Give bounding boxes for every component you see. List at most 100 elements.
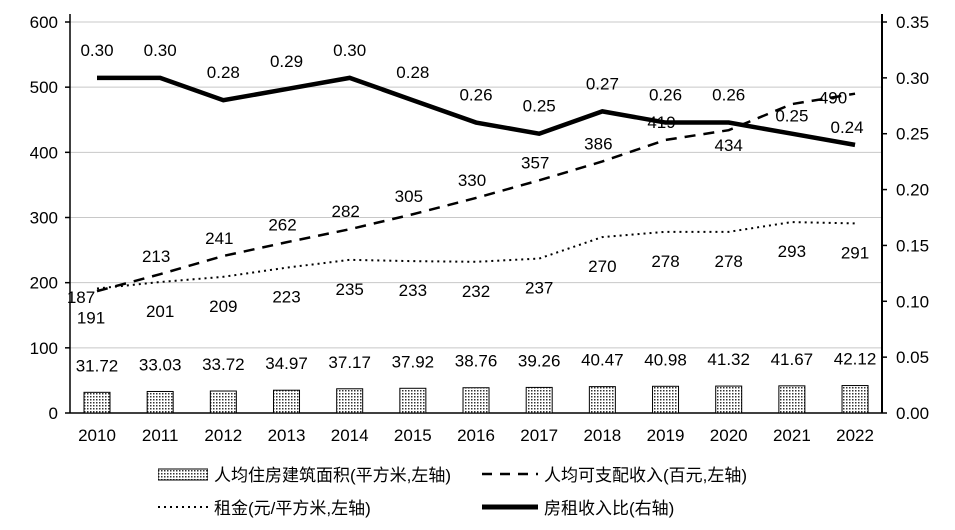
x-axis-tick-label: 2017	[520, 426, 558, 445]
ratio-label: 0.24	[830, 118, 863, 137]
left-axis-tick-label: 400	[30, 143, 58, 162]
bar-label: 37.17	[328, 353, 371, 372]
bar-area	[83, 391, 111, 414]
x-axis-tick-label: 2012	[204, 426, 242, 445]
right-axis-tick-label: 0.30	[896, 69, 929, 88]
bar-label: 39.26	[518, 351, 561, 370]
rent-label: 237	[525, 279, 553, 298]
ratio-label: 0.26	[649, 86, 682, 105]
line-ratio	[97, 75, 856, 148]
legend-label: 租金(元/平方米,左轴)	[214, 499, 371, 518]
bar-label: 33.03	[139, 355, 182, 374]
right-axis-tick-label: 0.05	[896, 348, 929, 367]
x-axis-tick-label: 2014	[331, 426, 369, 445]
income-label: 490	[819, 89, 847, 108]
rent-label: 291	[841, 243, 869, 262]
x-axis-tick-label: 2010	[78, 426, 116, 445]
bar-label: 38.76	[455, 352, 498, 371]
bar-label: 41.67	[771, 350, 814, 369]
bar-area	[209, 390, 237, 414]
income-label: 213	[142, 247, 170, 266]
bar-label: 41.32	[707, 350, 750, 369]
income-label: 262	[268, 215, 296, 234]
ratio-label: 0.25	[775, 107, 808, 126]
income-label: 241	[205, 229, 233, 248]
left-axis-tick-label: 100	[30, 339, 58, 358]
x-axis-tick-label: 2022	[836, 426, 874, 445]
line-rent	[96, 221, 856, 290]
income-label: 187	[67, 288, 95, 307]
right-axis-tick-label: 0.25	[896, 125, 929, 144]
bar-area	[399, 387, 427, 414]
rent-label: 209	[209, 297, 237, 316]
income-label: 434	[715, 136, 743, 155]
ratio-label: 0.30	[144, 41, 177, 60]
bar-area	[462, 387, 490, 414]
bar-label: 42.12	[834, 350, 877, 369]
bar-area	[273, 389, 301, 414]
x-axis-tick-label: 2013	[268, 426, 306, 445]
bar-label: 40.47	[581, 351, 624, 370]
rent-label: 293	[778, 242, 806, 261]
income-label: 282	[331, 202, 359, 221]
left-axis-tick-label: 500	[30, 78, 58, 97]
legend-item-rent: 租金(元/平方米,左轴)	[158, 494, 371, 519]
income-label: 305	[395, 187, 423, 206]
ratio-label: 0.30	[333, 41, 366, 60]
bar-area	[588, 386, 616, 414]
legend-item-income: 人均可支配收入(百元,左轴)	[482, 461, 747, 486]
right-axis-tick-label: 0.15	[896, 236, 929, 255]
bar-label: 31.72	[76, 356, 119, 375]
ratio-label: 0.26	[459, 86, 492, 105]
x-axis-tick-label: 2019	[647, 426, 685, 445]
line-income	[96, 92, 856, 293]
right-axis-tick-label: 0.20	[896, 181, 929, 200]
x-axis-tick-label: 2011	[142, 426, 179, 445]
legend-swatch-dashed	[482, 472, 538, 475]
rent-label: 270	[588, 257, 616, 276]
income-label: 330	[458, 171, 486, 190]
right-axis-tick-label: 0.00	[896, 404, 929, 423]
rent-label: 191	[77, 309, 105, 328]
bar-label: 37.92	[392, 352, 435, 371]
rent-label: 235	[335, 280, 363, 299]
left-axis-tick-label: 300	[30, 209, 58, 228]
legend-label: 人均可支配收入(百元,左轴)	[544, 466, 748, 485]
ratio-label: 0.25	[523, 97, 556, 116]
legend-item-ratio: 房租收入比(右轴)	[482, 494, 674, 519]
left-axis-tick-label: 0	[49, 404, 58, 423]
x-axis-tick-label: 2016	[457, 426, 495, 445]
legend-label: 房租收入比(右轴)	[544, 499, 675, 518]
income-label: 386	[584, 134, 612, 153]
ratio-label: 0.28	[207, 63, 240, 82]
rent-label: 233	[399, 281, 427, 300]
bar-label: 40.98	[644, 350, 687, 369]
ratio-label: 0.28	[396, 63, 429, 82]
ratio-label: 0.26	[712, 86, 745, 105]
rent-label: 278	[651, 252, 679, 271]
bar-area	[146, 390, 174, 414]
bar-label: 33.72	[202, 355, 245, 374]
income-label: 357	[521, 153, 549, 172]
x-axis-tick-label: 2018	[583, 426, 621, 445]
x-axis-tick-label: 2021	[773, 426, 811, 445]
bar-area	[336, 388, 364, 414]
bar-area	[525, 386, 553, 414]
ratio-label: 0.27	[586, 74, 619, 93]
legend-item-area: 人均住房建筑面积(平方米,左轴)	[158, 461, 451, 486]
bar-label: 34.97	[265, 354, 308, 373]
rent-label: 223	[272, 288, 300, 307]
left-axis-tick-label: 600	[30, 13, 58, 32]
rent-label: 278	[715, 252, 743, 271]
bar-area	[841, 385, 869, 414]
rent-label: 201	[146, 302, 174, 321]
legend-swatch-bar	[158, 468, 208, 480]
right-axis-tick-label: 0.35	[896, 13, 929, 32]
ratio-label: 0.29	[270, 52, 303, 71]
x-axis-tick-label: 2020	[710, 426, 748, 445]
bar-area	[715, 385, 743, 414]
bar-area	[652, 385, 680, 414]
x-axis-tick-label: 2015	[394, 426, 432, 445]
ratio-label: 0.30	[80, 41, 113, 60]
